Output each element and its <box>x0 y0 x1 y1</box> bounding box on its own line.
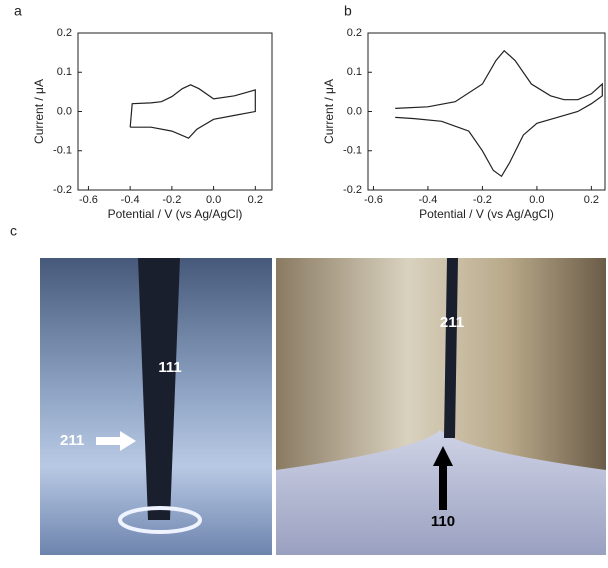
panel-label: a <box>14 3 22 19</box>
electrode <box>444 258 458 438</box>
y-axis-label: Current / μA <box>322 79 336 144</box>
panel-label: b <box>344 3 352 19</box>
y-tick-label: 0.1 <box>57 66 72 78</box>
x-tick-label: 0.0 <box>206 194 221 206</box>
x-axis-label: Potential / V (vs Ag/AgCl) <box>419 207 554 221</box>
x-tick-label: -0.4 <box>121 194 140 206</box>
facet-label: 111 <box>158 359 181 376</box>
y-axis-label: Current / μA <box>32 79 46 144</box>
plot-frame <box>77 32 273 191</box>
x-tick-label: -0.2 <box>473 194 492 206</box>
electrode <box>138 258 180 520</box>
y-tick-label: 0.0 <box>347 105 362 117</box>
arrow <box>96 431 136 451</box>
cv-curve <box>395 49 603 178</box>
y-tick-label: -0.2 <box>343 184 362 196</box>
x-tick-label: -0.6 <box>79 194 98 206</box>
plot-frame <box>367 32 606 191</box>
x-tick-label: -0.2 <box>162 194 181 206</box>
facet-label: 110 <box>431 513 455 530</box>
facet-label: 211 <box>60 432 84 449</box>
y-tick-label: 0.1 <box>347 66 362 78</box>
y-tick-label: -0.1 <box>343 145 362 157</box>
x-tick-label: 0.0 <box>529 194 544 206</box>
cv-curve <box>129 84 256 139</box>
y-tick-label: 0.0 <box>57 105 72 117</box>
panel-label: c <box>10 223 17 239</box>
x-axis-label: Potential / V (vs Ag/AgCl) <box>108 207 243 221</box>
y-tick-label: -0.2 <box>53 184 72 196</box>
y-tick-label: 0.2 <box>57 27 72 39</box>
x-tick-label: -0.6 <box>364 194 383 206</box>
y-tick-label: 0.2 <box>347 27 362 39</box>
arrow <box>433 446 453 510</box>
x-tick-label: 0.2 <box>248 194 263 206</box>
facet-label: 211 <box>440 314 464 331</box>
meniscus <box>118 506 202 534</box>
x-tick-label: 0.2 <box>584 194 599 206</box>
x-tick-label: -0.4 <box>418 194 437 206</box>
y-tick-label: -0.1 <box>53 145 72 157</box>
